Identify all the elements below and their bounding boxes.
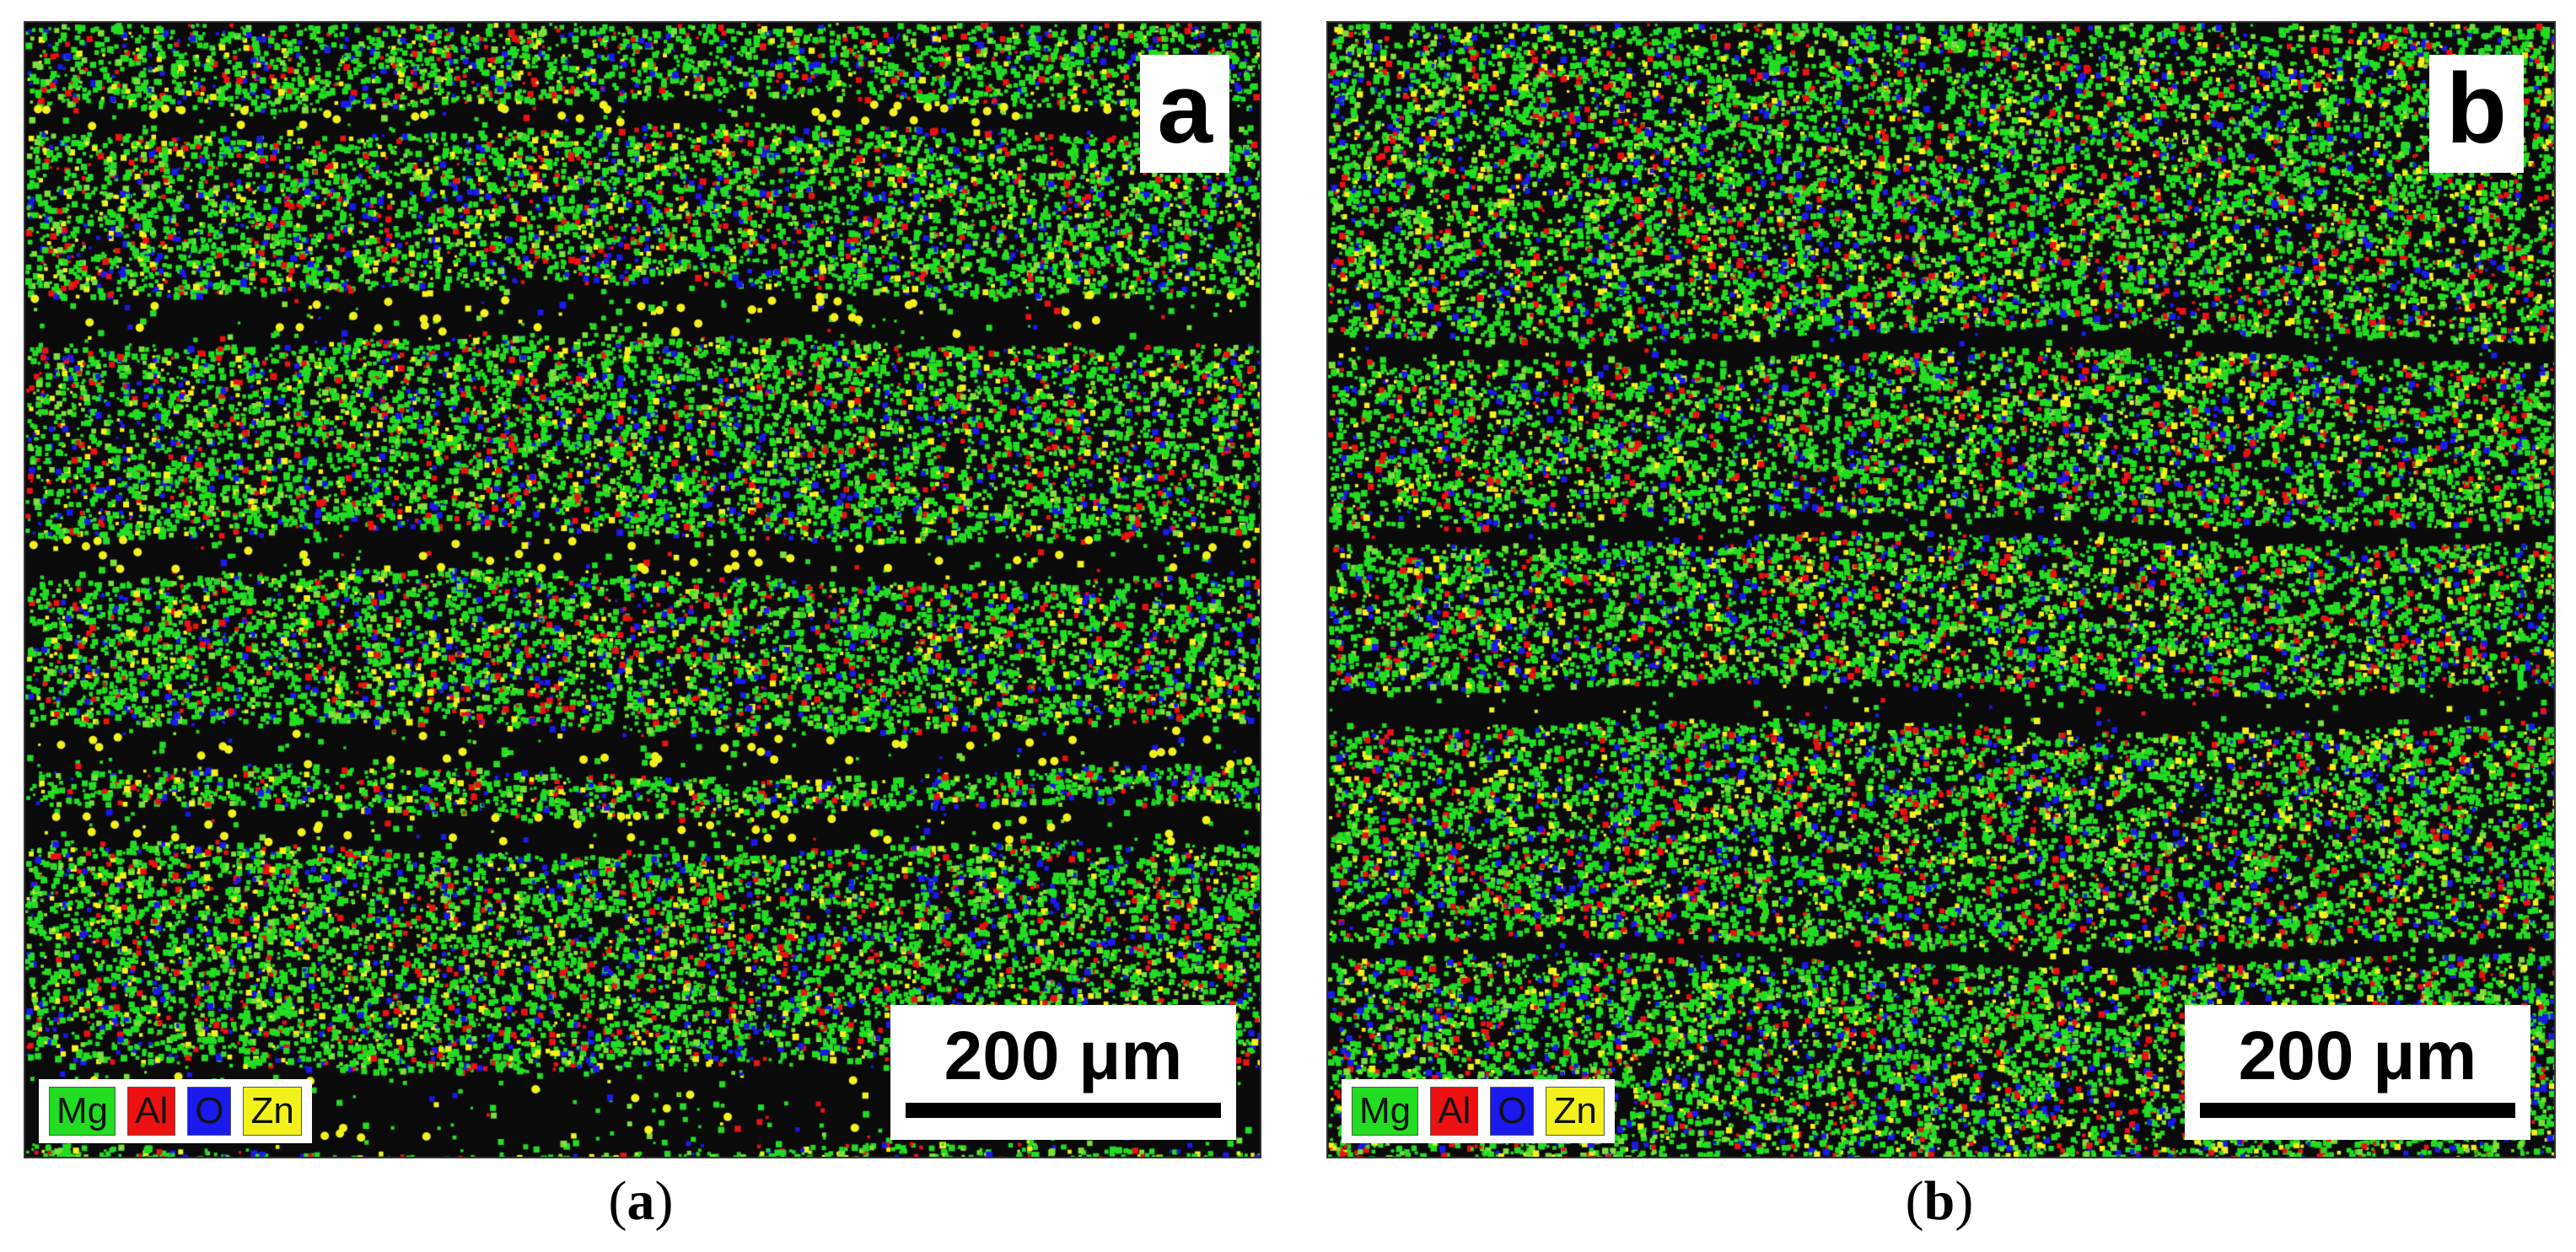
legend-o: O xyxy=(1490,1087,1535,1136)
legend-al: Al xyxy=(127,1087,176,1136)
legend-zn: Zn xyxy=(243,1087,302,1136)
elemental-map-image-b xyxy=(1328,23,2554,1157)
scale-bar-label-a: 200 μm xyxy=(944,1018,1183,1094)
figure-caption-a: (a) xyxy=(608,1170,674,1232)
scale-bar-a: 200 μm xyxy=(890,1005,1236,1140)
legend-mg: Mg xyxy=(49,1087,116,1136)
panel-label-a: a xyxy=(1140,55,1229,173)
scale-bar-label-b: 200 μm xyxy=(2238,1018,2477,1094)
scale-bar-line-b xyxy=(2200,1103,2515,1118)
legend-zn: Zn xyxy=(1546,1087,1605,1136)
element-legend-b: Mg Al O Zn xyxy=(1342,1079,1615,1143)
legend-al: Al xyxy=(1430,1087,1479,1136)
scale-bar-line-a xyxy=(906,1103,1221,1118)
scale-bar-b: 200 μm xyxy=(2185,1005,2530,1140)
eds-map-panel-b: b Mg Al O Zn 200 μm xyxy=(1326,21,2556,1158)
legend-o: O xyxy=(187,1087,232,1136)
figure-caption-b: (b) xyxy=(1905,1170,1974,1232)
panel-label-b: b xyxy=(2428,55,2524,173)
element-legend-a: Mg Al O Zn xyxy=(39,1079,312,1143)
legend-mg: Mg xyxy=(1352,1087,1419,1136)
elemental-map-image-a xyxy=(25,23,1260,1157)
eds-map-panel-a: a Mg Al O Zn 200 μm xyxy=(24,21,1261,1158)
